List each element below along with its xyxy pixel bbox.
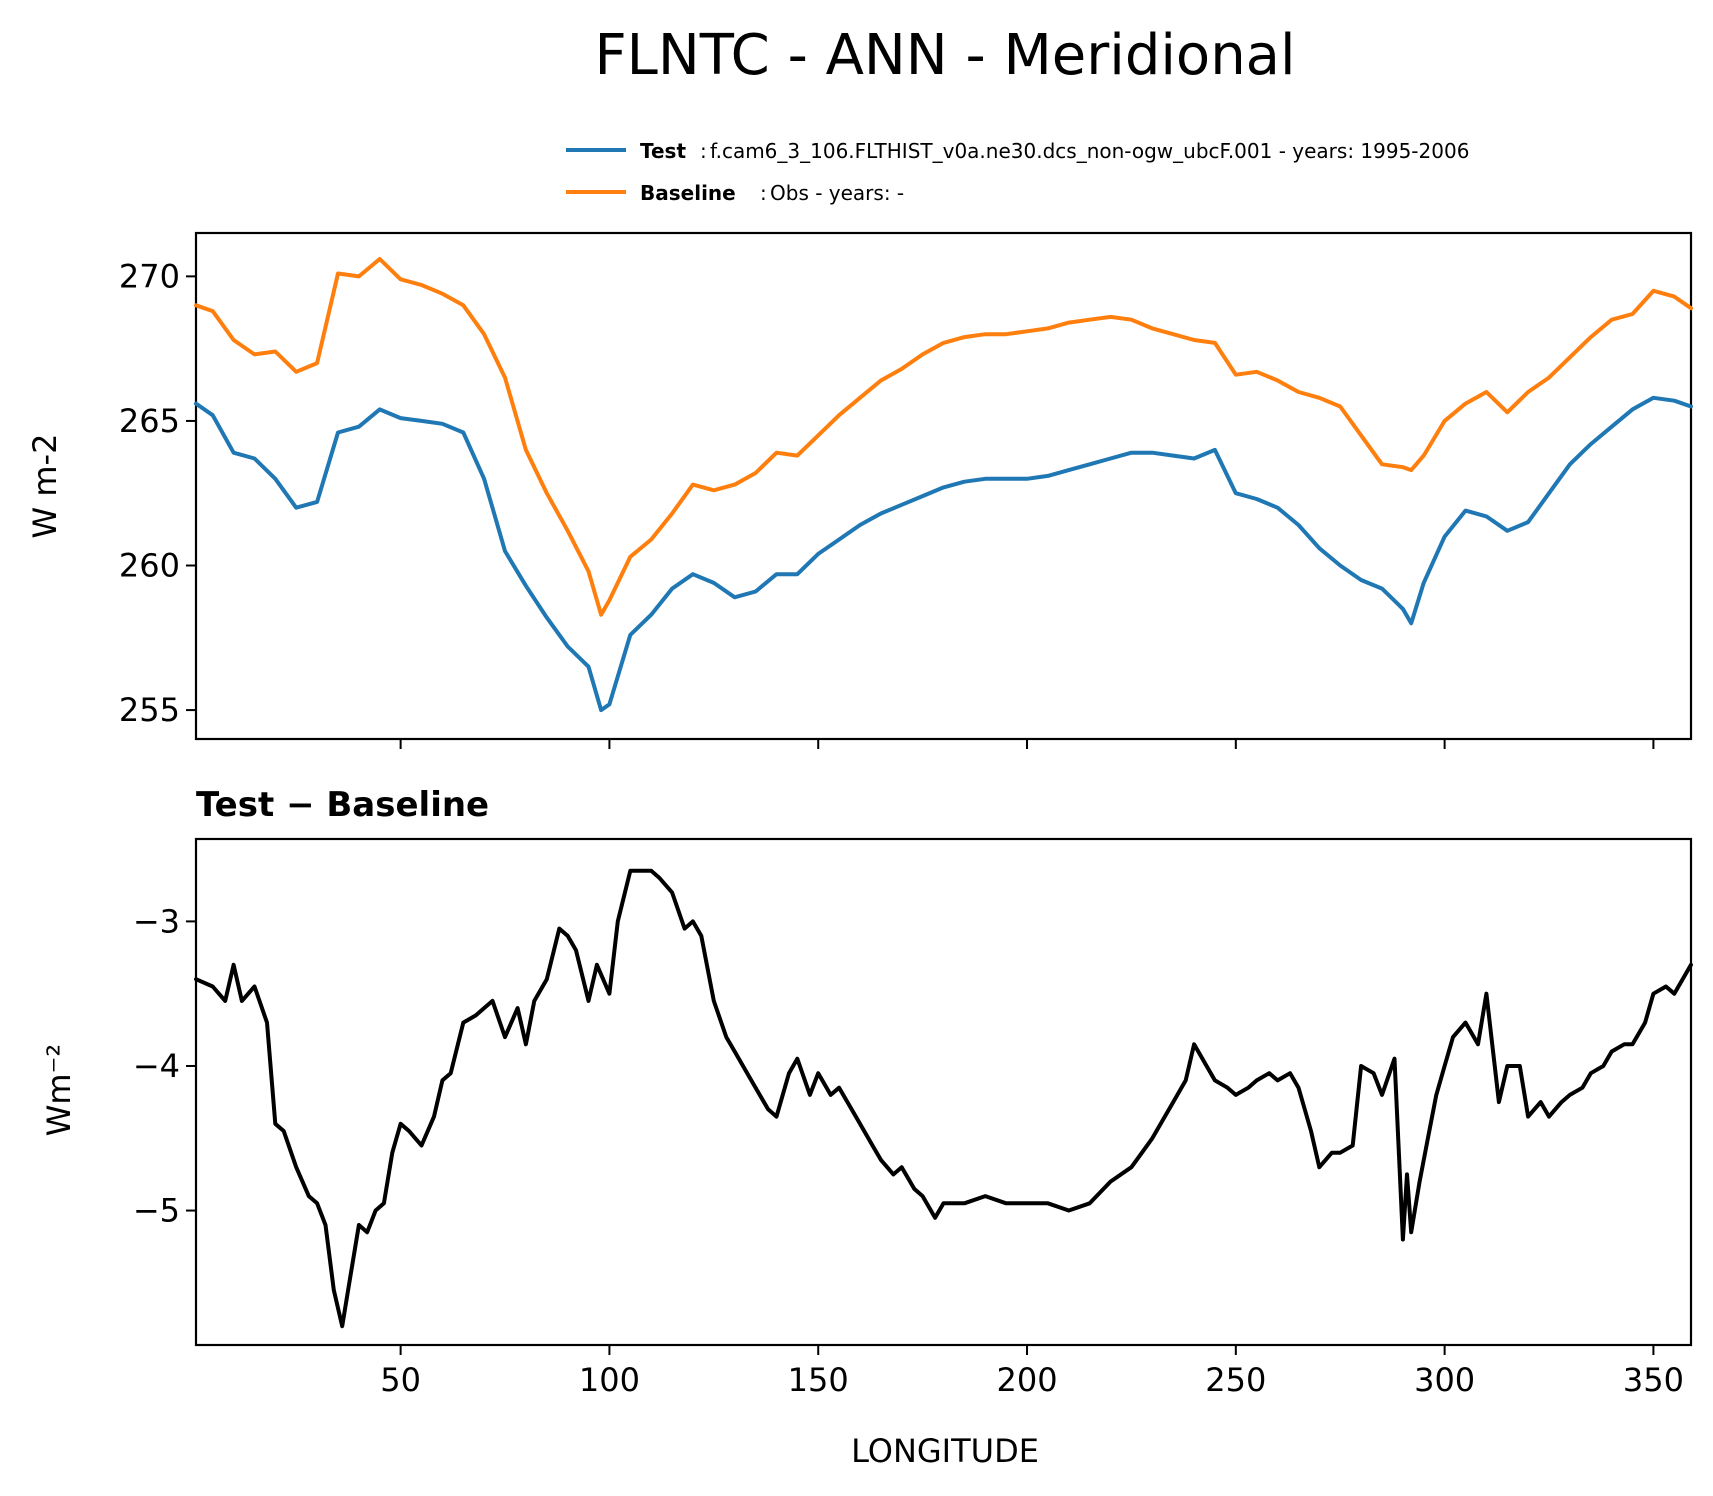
bottom-xtick-label: 50 [380,1361,421,1399]
bottom-xtick-label: 350 [1623,1361,1684,1399]
bottom-xtick-label: 250 [1205,1361,1266,1399]
top-ytick-label: 265 [119,402,180,440]
bottom-xtick-label: 100 [579,1361,640,1399]
top-panel-ticks: 255 260 265 270 [119,257,1655,749]
top-series-line-baseline [194,257,1693,617]
top-ytick-label: 260 [119,547,180,585]
legend: Test : f.cam6_3_106.FLTHIST_v0a.ne30.dcs… [566,139,1469,205]
top-series-line-test [194,395,1693,713]
top-panel-ylabel: W m-2 [26,434,64,539]
top-panel-frame [194,231,1693,741]
bottom-panel: Test − Baseline Wm⁻² LONGITUDE −3 −4 −5 50 1… [40,785,1693,1470]
legend-entry-test-name: Test [640,139,686,163]
bottom-ytick-label: −4 [133,1047,180,1085]
top-ytick-label: 270 [119,257,180,295]
legend-entry-test-detail: f.cam6_3_106.FLTHIST_v0a.ne30.dcs_non-og… [710,139,1469,163]
bottom-panel-xlabel: LONGITUDE [851,1432,1039,1470]
legend-entry-baseline-colon: : [760,181,767,205]
bottom-xtick-label: 300 [1414,1361,1475,1399]
bottom-ytick-label: −5 [133,1192,180,1230]
bottom-panel-ylabel: Wm⁻² [40,1044,78,1137]
bottom-panel-title: Test − Baseline [196,785,489,825]
bottom-panel-series [194,868,1693,1329]
legend-entry-baseline-name: Baseline [640,181,736,205]
bottom-ytick-label: −3 [133,902,180,940]
top-panel: W m-2 255 260 265 270 [26,231,1693,749]
bottom-panel-ticks: −3 −4 −5 50 100 150 200 250 300 350 [133,902,1684,1399]
top-panel-series [194,257,1693,713]
bottom-series-line-difference [194,868,1693,1329]
top-ytick-label: 255 [119,691,180,729]
bottom-xtick-label: 150 [788,1361,849,1399]
bottom-xtick-label: 200 [996,1361,1057,1399]
legend-entry-test-colon: : [700,139,707,163]
figure-title: FLNTC - ANN - Meridional [594,23,1295,88]
legend-entry-baseline-detail: Obs - years: - [770,181,904,205]
bottom-panel-frame [194,837,1693,1347]
